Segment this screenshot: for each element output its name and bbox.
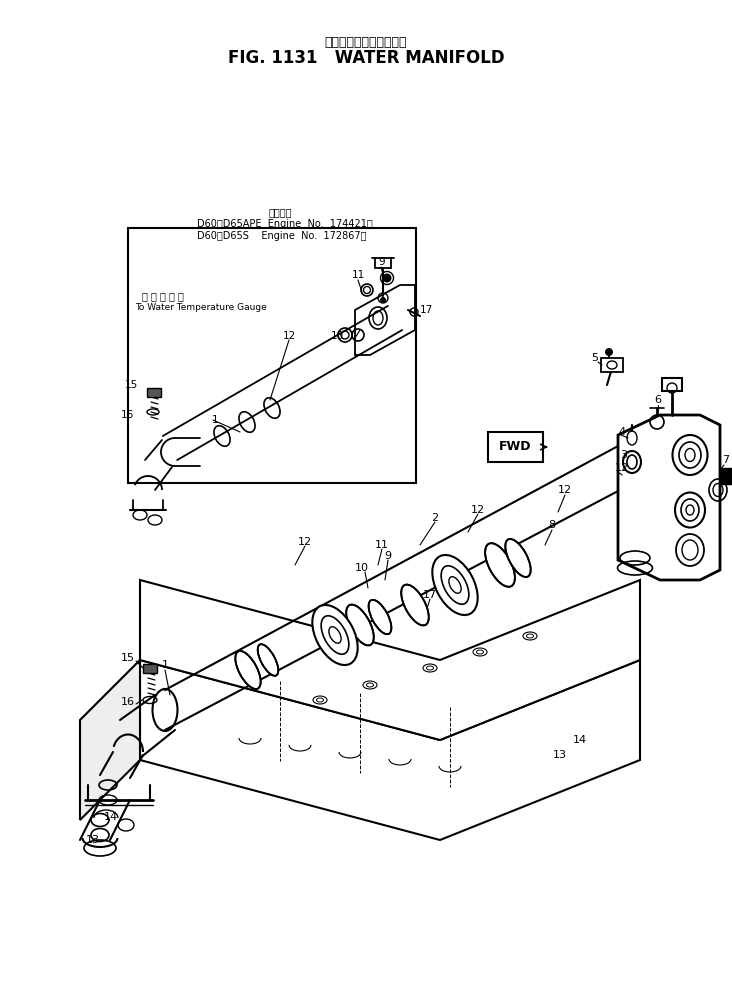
Text: 13: 13 [86,835,100,845]
Ellipse shape [673,435,708,475]
Ellipse shape [346,604,374,646]
Polygon shape [618,415,720,580]
Ellipse shape [380,297,386,303]
Text: 6: 6 [654,395,662,405]
Text: 16: 16 [121,697,135,707]
Polygon shape [140,660,640,840]
Text: 12: 12 [298,537,312,547]
Text: 12: 12 [615,463,629,473]
Ellipse shape [235,651,261,689]
Ellipse shape [485,543,515,586]
Text: 14: 14 [573,735,587,745]
Text: 11: 11 [375,540,389,550]
Ellipse shape [675,493,705,527]
Text: 通用号框: 通用号框 [268,207,292,217]
Ellipse shape [433,555,478,615]
Bar [720,468,732,484]
Ellipse shape [605,348,613,356]
Bar [601,358,623,372]
Text: 4: 4 [618,427,625,437]
Text: D60シD65APE  Engine  No.  174421～: D60シD65APE Engine No. 174421～ [197,219,373,229]
Bar [662,378,682,391]
Bar [128,228,416,483]
Text: 15: 15 [124,380,138,390]
Text: 9: 9 [384,551,392,561]
Polygon shape [140,580,640,740]
Text: 14: 14 [104,812,118,822]
Text: 1: 1 [162,660,168,670]
Bar [143,664,157,673]
Text: 2: 2 [431,513,438,523]
Ellipse shape [383,274,392,283]
Text: 9: 9 [378,257,385,267]
Bar [147,388,161,397]
Ellipse shape [313,605,358,665]
Text: 8: 8 [548,520,556,530]
Text: FIG. 1131   WATER MANIFOLD: FIG. 1131 WATER MANIFOLD [228,49,504,67]
Text: 10: 10 [355,563,369,573]
Text: 5: 5 [591,353,598,363]
Text: 3: 3 [620,450,627,460]
Text: 11: 11 [351,270,365,280]
Text: To Water Temperature Gauge: To Water Temperature Gauge [135,303,266,312]
Text: 7: 7 [722,455,729,465]
Bar [488,432,543,462]
Text: 16: 16 [121,410,134,420]
Text: 13: 13 [553,750,567,760]
Ellipse shape [258,644,278,675]
Text: FWD: FWD [498,440,531,454]
Text: D60シD65S    Engine  No.  172867～: D60シD65S Engine No. 172867～ [197,231,367,241]
Text: 17: 17 [420,305,433,315]
Text: 水 道 温 出 口: 水 道 温 出 口 [142,291,184,301]
Text: 10: 10 [330,331,343,341]
Text: 12: 12 [471,505,485,515]
Ellipse shape [364,287,370,294]
Ellipse shape [401,584,429,625]
Text: 17: 17 [423,590,437,600]
Ellipse shape [505,539,531,577]
Ellipse shape [623,451,641,473]
Text: ウォータ　マニホールド: ウォータ マニホールド [325,36,407,48]
Ellipse shape [676,534,704,566]
Text: 12: 12 [283,331,296,341]
Text: 1: 1 [212,415,218,425]
Polygon shape [80,660,140,820]
Text: 15: 15 [121,653,135,663]
Ellipse shape [369,599,392,634]
Text: 12: 12 [558,485,572,495]
